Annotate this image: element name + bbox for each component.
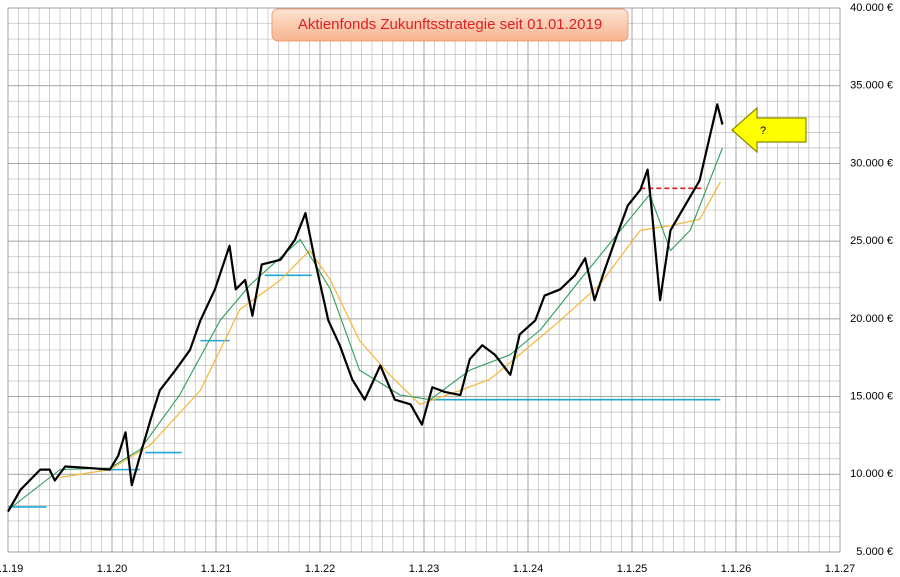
- y-tick-label: 40.000 €: [850, 2, 893, 14]
- x-tick-label: 1.1.25: [617, 563, 648, 575]
- y-tick-label: 25.000 €: [850, 235, 893, 247]
- series-line: [59, 181, 721, 478]
- annotation: ?: [760, 125, 766, 137]
- x-tick-label: 1.1.21: [201, 563, 232, 575]
- arrow: [731, 106, 807, 154]
- chart-title: Aktienfonds Zukunftsstrategie seit 01.01…: [298, 16, 602, 33]
- y-tick-label: 5.000 €: [856, 546, 893, 558]
- x-tick-label: 1.1.22: [305, 563, 336, 575]
- series-line: [7, 147, 723, 511]
- x-tick-label: 1.1.19: [0, 563, 23, 575]
- series-line: [7, 103, 724, 513]
- title-box: [271, 8, 629, 42]
- x-tick-label: 1.1.27: [825, 563, 856, 575]
- x-tick-label: 1.1.26: [721, 563, 752, 575]
- y-tick-label: 30.000 €: [850, 157, 893, 169]
- y-tick-label: 15.000 €: [850, 390, 893, 402]
- x-tick-label: 1.1.23: [409, 563, 440, 575]
- x-tick-label: 1.1.20: [97, 563, 128, 575]
- y-tick-label: 20.000 €: [850, 313, 893, 325]
- x-tick-label: 1.1.24: [513, 563, 544, 575]
- y-tick-label: 10.000 €: [850, 468, 893, 480]
- y-tick-label: 35.000 €: [850, 80, 893, 92]
